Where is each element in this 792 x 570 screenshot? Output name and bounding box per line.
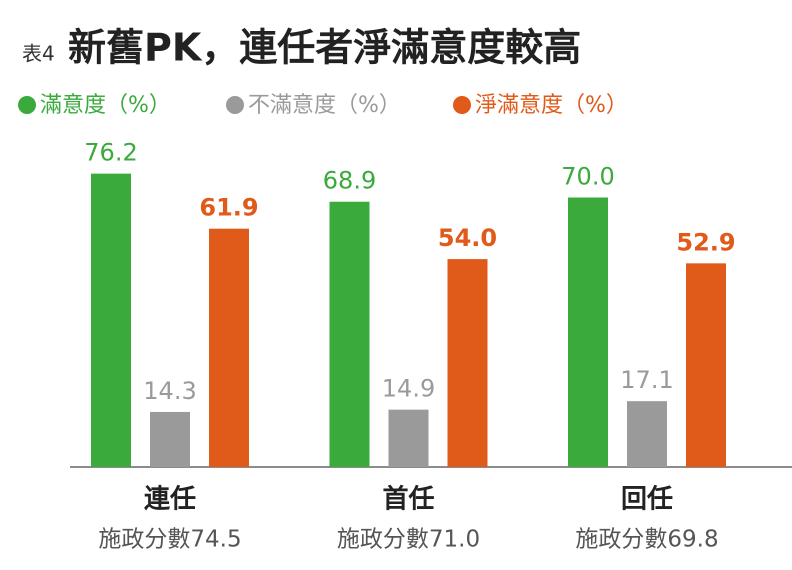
bar (627, 401, 667, 467)
value-label: 70.0 (561, 163, 614, 191)
value-label: 52.9 (676, 228, 735, 256)
category-sublabel: 施政分數69.8 (575, 527, 718, 553)
value-label: 14.9 (382, 375, 435, 403)
category-sublabel: 施政分數74.5 (98, 527, 241, 553)
bar (91, 173, 131, 467)
category-label: 連任 (144, 485, 196, 515)
bar (388, 409, 429, 467)
category-label: 首任 (382, 484, 434, 515)
bar (329, 201, 370, 468)
bar (686, 263, 726, 467)
value-label: 61.9 (199, 194, 258, 222)
category-label: 回任 (621, 485, 673, 515)
category-sublabel: 施政分數71.0 (337, 527, 480, 553)
value-label: 76.2 (84, 139, 137, 167)
legend-marker (226, 96, 244, 114)
legend-marker (18, 96, 36, 114)
value-label: 54.0 (438, 224, 497, 252)
bar (447, 259, 488, 467)
value-label: 17.1 (620, 366, 673, 394)
legend-label: 不滿意度（%） (248, 93, 401, 118)
bar (150, 411, 190, 467)
value-label: 68.9 (323, 167, 376, 195)
chart-title: 新舊PK，連任者淨滿意度較高 (68, 26, 581, 70)
value-label: 14.3 (143, 377, 196, 405)
legend-marker (453, 96, 471, 114)
chart-label: 表4 (22, 42, 55, 66)
legend-label: 滿意度（%） (40, 93, 171, 118)
bar (568, 197, 608, 467)
bar (209, 228, 249, 467)
legend-label: 淨滿意度（%） (475, 93, 628, 118)
